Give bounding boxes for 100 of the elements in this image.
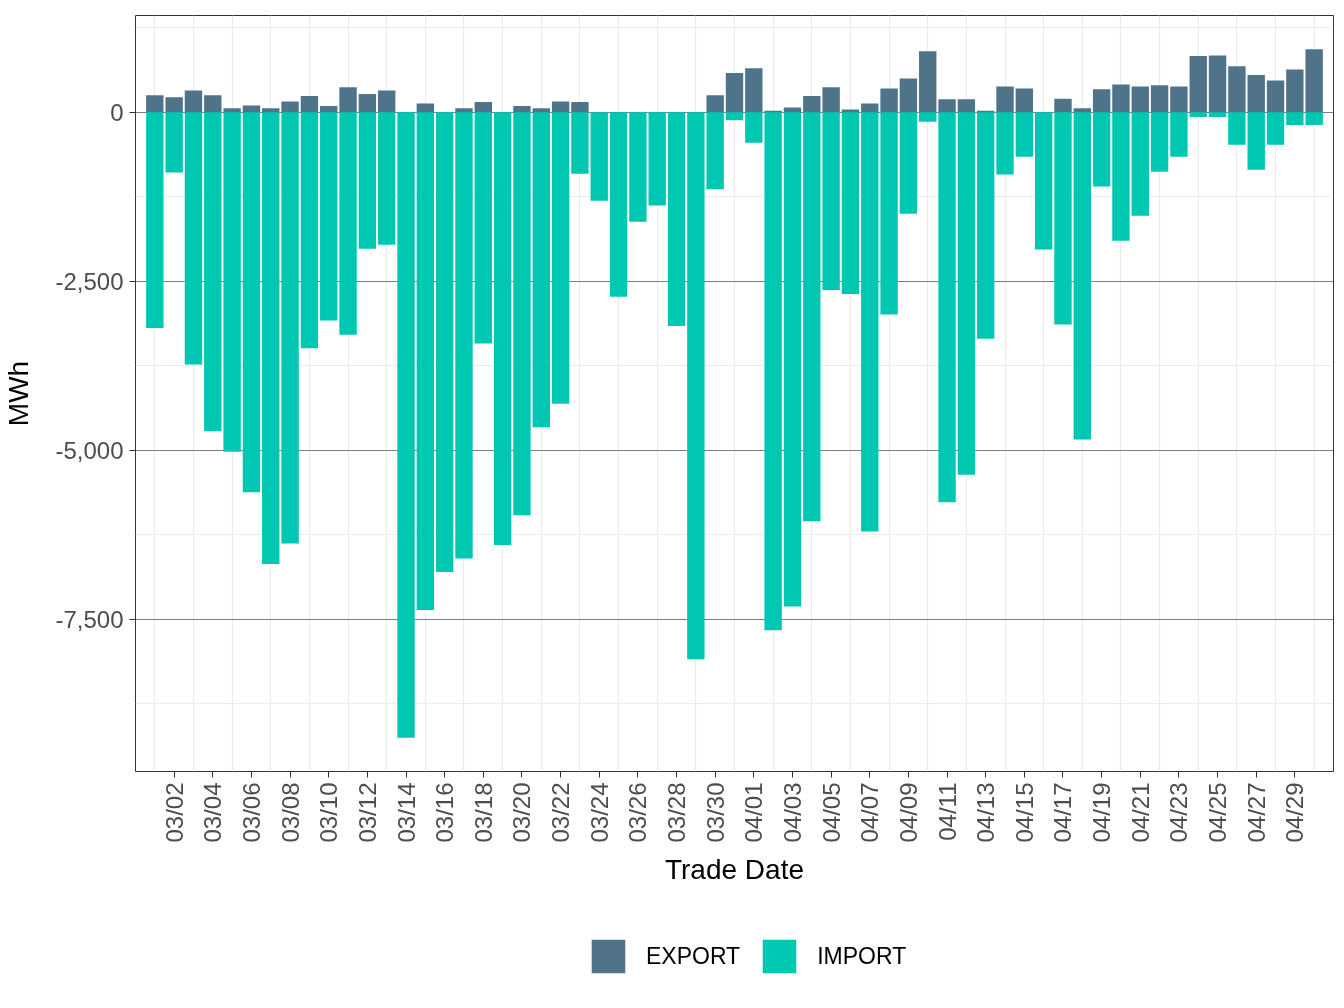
x-tick-label: 03/24 <box>585 782 613 843</box>
bar <box>435 112 454 573</box>
bar <box>242 112 261 493</box>
bar <box>1150 85 1169 113</box>
x-tick-label: 03/20 <box>508 782 536 843</box>
bar <box>320 112 338 321</box>
x-tick-label: 03/04 <box>199 782 227 843</box>
bar <box>474 112 492 344</box>
bar <box>861 112 879 532</box>
bar <box>938 112 956 503</box>
bar <box>1092 112 1111 187</box>
bar <box>1034 112 1053 250</box>
x-axis-title: Trade Date <box>664 853 805 885</box>
x-tick-label: 03/22 <box>547 782 575 843</box>
x-tick-label: 04/29 <box>1281 782 1309 843</box>
bar <box>977 112 995 339</box>
bar <box>1247 112 1265 170</box>
bar <box>281 101 299 113</box>
bar <box>281 112 299 544</box>
bar <box>184 112 203 365</box>
bar <box>551 112 570 404</box>
bar <box>609 112 628 297</box>
bar <box>1054 112 1072 325</box>
bar <box>339 87 357 113</box>
bar <box>783 107 802 113</box>
x-tick-label: 04/25 <box>1204 782 1232 843</box>
bar <box>1247 75 1265 113</box>
bar <box>184 90 203 113</box>
bar <box>1131 86 1149 113</box>
y-axis-title: MWh <box>3 360 35 427</box>
x-tick-label: 04/13 <box>972 782 1000 843</box>
bar <box>783 112 802 607</box>
bar <box>803 112 821 522</box>
bar <box>416 112 435 610</box>
bar <box>223 112 241 452</box>
bar <box>416 103 435 113</box>
bar <box>899 78 918 113</box>
bar <box>571 112 589 174</box>
bar <box>1112 84 1130 113</box>
bar <box>1208 55 1227 113</box>
bar <box>493 112 512 545</box>
bar <box>455 112 473 559</box>
bar <box>1073 108 1091 113</box>
bar <box>667 112 686 326</box>
bar <box>474 102 492 113</box>
x-tick-label: 04/05 <box>817 782 845 843</box>
bar <box>1015 88 1034 113</box>
x-tick-label: 04/19 <box>1088 782 1116 843</box>
bar <box>725 72 744 113</box>
y-tick-label: -7,500 <box>55 605 124 633</box>
x-tick-label: 04/23 <box>1165 782 1193 843</box>
bar <box>1073 112 1091 440</box>
bar <box>1266 80 1285 113</box>
x-tick-label: 04/03 <box>778 782 806 843</box>
x-tick-label: 04/11 <box>933 782 961 841</box>
x-tick-label: 04/27 <box>1242 782 1270 843</box>
bar <box>1189 56 1207 113</box>
y-tick-label: -2,500 <box>55 267 124 295</box>
bar <box>957 99 976 113</box>
y-tick-label: 0 <box>110 98 124 126</box>
x-tick-label: 03/30 <box>701 782 729 843</box>
bar <box>822 112 840 291</box>
x-tick-label: 03/02 <box>160 782 188 843</box>
x-tick-label: 03/26 <box>624 782 652 843</box>
bar <box>223 108 241 113</box>
bar <box>1112 112 1130 241</box>
bar <box>1131 112 1149 216</box>
bar <box>938 99 956 113</box>
bar <box>706 95 724 113</box>
x-tick-label: 04/15 <box>1010 782 1038 843</box>
x-tick-label: 03/14 <box>392 782 420 843</box>
bar <box>1170 86 1188 113</box>
bar <box>996 86 1014 113</box>
bar <box>300 112 319 349</box>
bar <box>320 106 338 113</box>
bar <box>1092 89 1111 113</box>
bar <box>822 87 840 113</box>
y-tick-label: -5,000 <box>55 436 124 464</box>
x-tick-label: 03/06 <box>237 782 265 843</box>
x-tick-label: 03/28 <box>663 782 691 843</box>
bar <box>532 108 550 113</box>
bar <box>919 51 937 113</box>
bar <box>378 112 396 245</box>
bar <box>996 112 1014 175</box>
x-tick-label: 04/17 <box>1049 782 1077 843</box>
bar <box>1208 112 1227 117</box>
bar <box>880 112 898 315</box>
bar <box>590 112 608 201</box>
bar <box>571 102 589 113</box>
bar <box>513 112 531 516</box>
bar <box>629 112 647 222</box>
bar <box>358 93 377 113</box>
bar <box>1015 112 1034 157</box>
bar <box>262 112 280 564</box>
bar <box>803 95 821 113</box>
bar <box>1150 112 1169 172</box>
x-tick-label: 03/16 <box>431 782 459 843</box>
x-tick-label: 03/12 <box>353 782 381 843</box>
bar <box>841 112 860 295</box>
legend-label: EXPORT <box>646 942 741 970</box>
